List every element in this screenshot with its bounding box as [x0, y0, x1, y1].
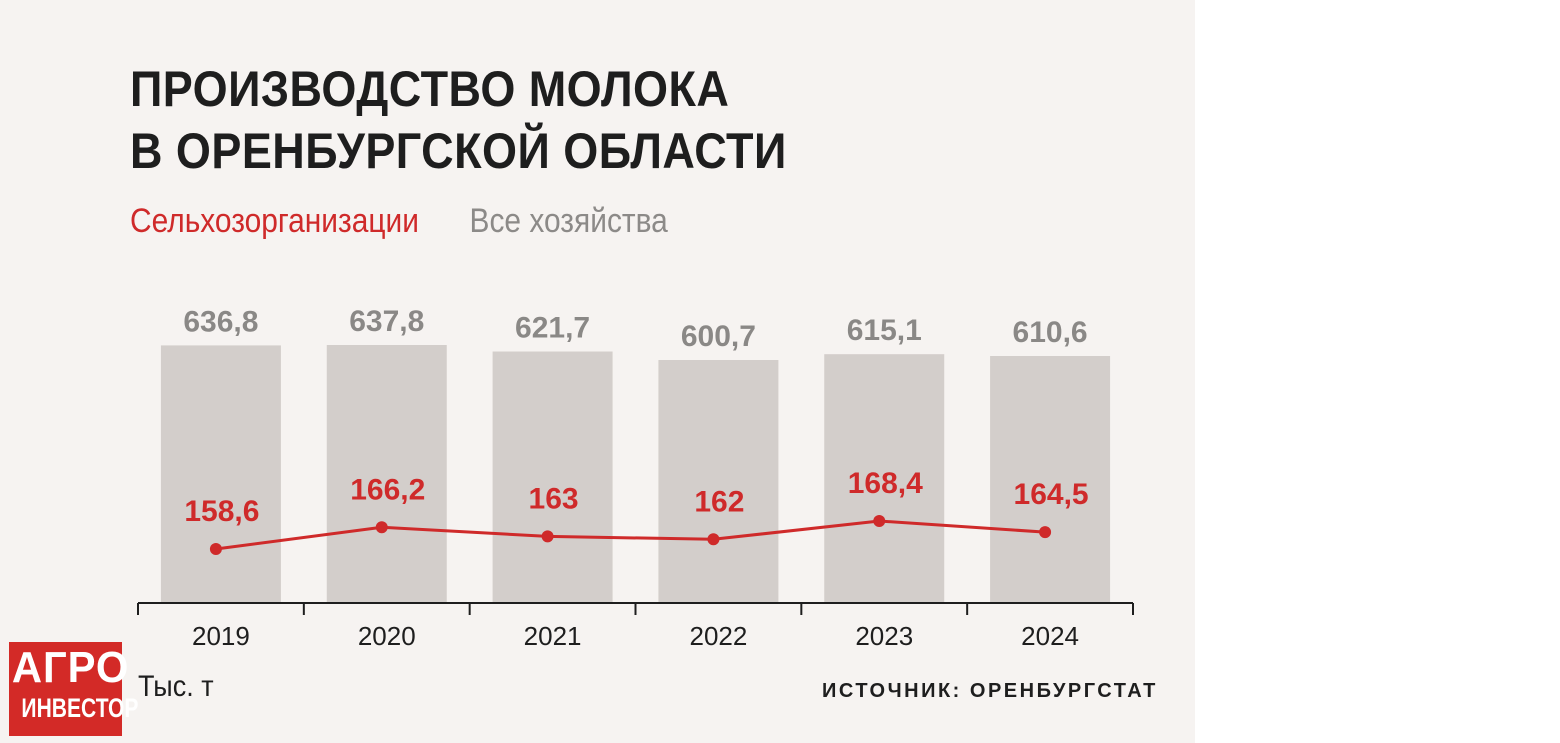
- chart-plot: 636,8 637,8 621,7 600,7 615,1 610,6 2019 2020 20…: [137, 305, 1134, 651]
- x-tick-label-2024: 2024: [1021, 621, 1079, 651]
- legend: Сельхозорганизации Все хозяйства: [130, 202, 668, 241]
- line-label-2024: 164,5: [1014, 478, 1089, 511]
- bar-2022: [658, 360, 779, 603]
- line-label-2021: 163: [529, 482, 579, 515]
- source-label: ИСТОЧНИК: ОРЕНБУРГСТАТ: [822, 680, 1158, 702]
- line-label-2019: 158,6: [184, 495, 259, 528]
- x-tick-label-2020: 2020: [358, 621, 416, 651]
- line-point-2019: [209, 543, 222, 555]
- legend-agri-orgs: Сельхозорганизации: [130, 202, 419, 240]
- bar-2024: [990, 356, 1111, 603]
- bar-label-2023: 615,1: [847, 314, 922, 347]
- bar-label-2022: 600,7: [681, 320, 756, 353]
- bar-2023: [824, 354, 945, 603]
- unit-label: Тыс. т: [138, 670, 214, 703]
- bar-2020: [326, 345, 447, 603]
- bar-label-2021: 621,7: [515, 312, 590, 345]
- line-label-2022: 162: [694, 485, 744, 518]
- bar-label-2020: 637,8: [349, 305, 424, 338]
- x-tick-label-2022: 2022: [689, 621, 747, 651]
- agroinvestor-logo: АГРО ИНВЕСТОР: [9, 642, 139, 736]
- line-point-2023: [873, 515, 886, 527]
- bar-2021: [492, 351, 613, 603]
- line-label-2020: 166,2: [350, 473, 425, 506]
- line-point-2021: [541, 530, 554, 543]
- line-point-2022: [707, 533, 720, 546]
- line-point-2020: [375, 521, 388, 534]
- chart-title: ПРОИЗВОДСТВО МОЛОКА В ОРЕНБУРГСКОЙ ОБЛАС…: [130, 58, 787, 182]
- line-label-2023: 168,4: [848, 467, 923, 500]
- line-point-2024: [1039, 526, 1052, 539]
- line-series-agri-orgs: [215, 519, 1046, 551]
- bar-label-2019: 636,8: [183, 305, 258, 338]
- chart-title-line-1: ПРОИЗВОДСТВО МОЛОКА: [130, 61, 730, 117]
- x-tick-label-2021: 2021: [524, 621, 582, 651]
- x-tick-label-2023: 2023: [855, 621, 913, 651]
- bar-2019: [160, 345, 281, 603]
- chart-title-line-2: В ОРЕНБУРГСКОЙ ОБЛАСТИ: [130, 123, 787, 179]
- bar-label-2024: 610,6: [1013, 316, 1088, 349]
- logo-line-1: АГРО: [11, 643, 130, 692]
- legend-all-farms: Все хозяйства: [469, 202, 668, 240]
- logo-line-2: ИНВЕСТОР: [21, 693, 139, 723]
- x-tick-label-2019: 2019: [192, 621, 250, 651]
